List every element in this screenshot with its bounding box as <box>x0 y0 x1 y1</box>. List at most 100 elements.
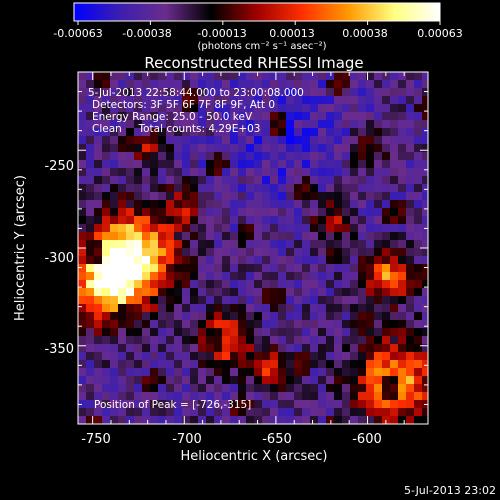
heatmap-cell <box>142 152 151 161</box>
heatmap-cell <box>286 96 295 105</box>
heatmap-cell <box>110 256 119 265</box>
heatmap-cell <box>358 368 367 377</box>
heatmap-cell <box>78 400 87 409</box>
heatmap-cell <box>198 352 207 361</box>
heatmap-cell <box>294 320 303 329</box>
heatmap-cell <box>334 280 343 289</box>
heatmap-cell <box>230 72 239 81</box>
heatmap-cell <box>126 120 135 129</box>
heatmap-cell <box>230 392 239 401</box>
heatmap-cell <box>302 80 311 89</box>
heatmap-cell <box>102 224 111 233</box>
heatmap-cell <box>422 160 428 169</box>
heatmap-cell <box>350 312 359 321</box>
x-axis-label: Heliocentric X (arcsec) <box>181 449 328 464</box>
heatmap-cell <box>350 120 359 129</box>
heatmap-cell <box>174 272 183 281</box>
heatmap-cell <box>382 312 391 321</box>
heatmap-cell <box>254 272 263 281</box>
heatmap-cell <box>374 288 383 297</box>
heatmap-cell <box>382 160 391 169</box>
heatmap-cell <box>358 72 367 81</box>
heatmap-cell <box>134 408 143 417</box>
heatmap-cell <box>318 128 327 137</box>
heatmap-cell <box>286 392 295 401</box>
heatmap-cell <box>214 240 223 249</box>
heatmap-cell <box>158 208 167 217</box>
heatmap-cell <box>310 96 319 105</box>
heatmap-cell <box>398 280 407 289</box>
heatmap-cell <box>198 400 207 409</box>
heatmap-cell <box>158 280 167 289</box>
heatmap-cell <box>246 320 255 329</box>
heatmap-cell <box>318 256 327 265</box>
heatmap-cell <box>342 88 351 97</box>
heatmap-cell <box>142 96 151 105</box>
heatmap-cell <box>182 208 191 217</box>
heatmap-cell <box>174 160 183 169</box>
heatmap-cell <box>390 360 399 369</box>
heatmap-cell <box>238 208 247 217</box>
heatmap-cell <box>102 336 111 345</box>
heatmap-cell <box>406 264 415 273</box>
heatmap-cell <box>334 408 343 417</box>
heatmap-cell <box>214 392 223 401</box>
heatmap-cell <box>78 256 87 265</box>
heatmap-cell <box>214 104 223 113</box>
heatmap-cell <box>126 344 135 353</box>
heatmap-cell <box>278 264 287 273</box>
heatmap-cell <box>182 392 191 401</box>
heatmap-cell <box>278 400 287 409</box>
heatmap-cell <box>150 280 159 289</box>
heatmap-cell <box>118 320 127 329</box>
heatmap-cell <box>86 96 95 105</box>
heatmap-cell <box>182 344 191 353</box>
heatmap-cell <box>86 88 95 97</box>
heatmap-cell <box>230 136 239 145</box>
heatmap-cell <box>118 208 127 217</box>
heatmap-cell <box>166 216 175 225</box>
heatmap-cell <box>86 368 95 377</box>
heatmap-cell <box>118 344 127 353</box>
heatmap-cell <box>398 72 407 81</box>
heatmap-cell <box>270 120 279 129</box>
heatmap-cell <box>238 72 247 81</box>
heatmap-cell <box>398 80 407 89</box>
heatmap-cell <box>102 128 111 137</box>
heatmap-cell <box>366 176 375 185</box>
heatmap-cell <box>310 240 319 249</box>
heatmap-cell <box>390 400 399 409</box>
heatmap-cell <box>126 232 135 241</box>
heatmap-cell <box>110 360 119 369</box>
heatmap-cell <box>222 264 231 273</box>
heatmap-cell <box>326 344 335 353</box>
heatmap-cell <box>414 200 423 209</box>
heatmap-cell <box>166 296 175 305</box>
heatmap-cell <box>406 160 415 169</box>
heatmap-cell <box>190 352 199 361</box>
heatmap-cell <box>182 160 191 169</box>
heatmap-cell <box>166 152 175 161</box>
heatmap-cell <box>238 232 247 241</box>
heatmap-cell <box>302 392 311 401</box>
heatmap-cell <box>198 384 207 393</box>
heatmap-cell <box>302 304 311 313</box>
heatmap-cell <box>302 344 311 353</box>
heatmap-cell <box>110 312 119 321</box>
heatmap-cell <box>254 128 263 137</box>
y-axis-label: Heliocentric Y (arcsec) <box>13 175 28 321</box>
heatmap-cell <box>230 376 239 385</box>
heatmap-cell <box>294 296 303 305</box>
heatmap-cell <box>262 384 271 393</box>
heatmap-cell <box>414 208 423 217</box>
heatmap-cell <box>254 312 263 321</box>
heatmap-cell <box>246 208 255 217</box>
heatmap-cell <box>94 384 103 393</box>
heatmap-cell <box>254 360 263 369</box>
heatmap-cell <box>350 224 359 233</box>
heatmap-cell <box>198 80 207 89</box>
heatmap-cell <box>102 168 111 177</box>
heatmap-cell <box>254 264 263 273</box>
heatmap-cell <box>270 72 279 81</box>
heatmap-cell <box>230 128 239 137</box>
